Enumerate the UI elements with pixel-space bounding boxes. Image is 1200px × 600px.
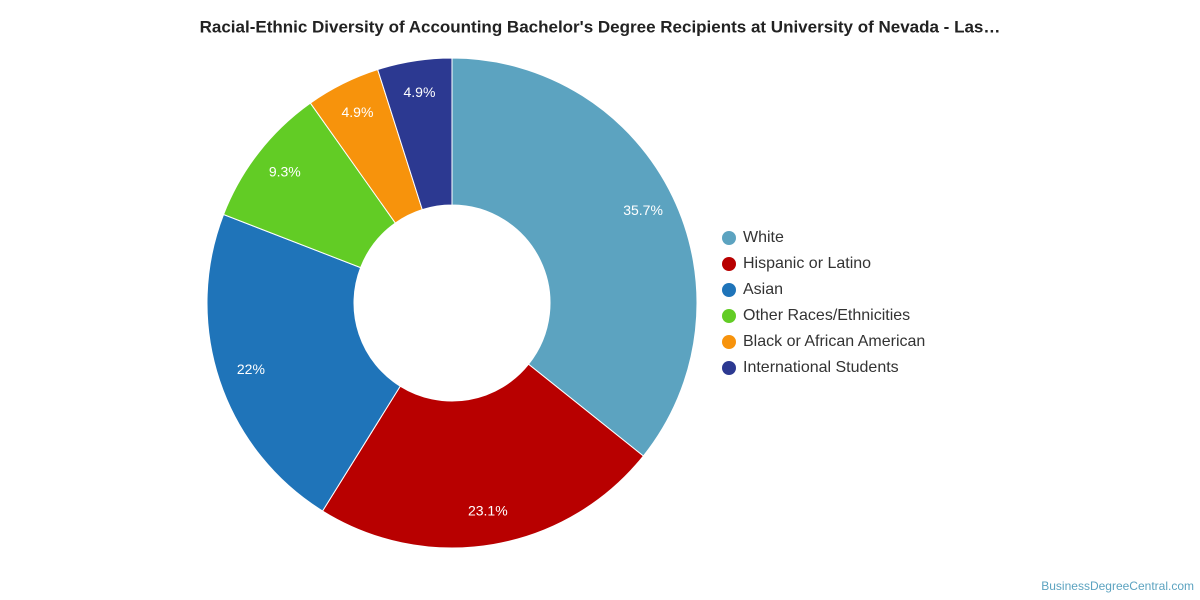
legend-label: Other Races/Ethnicities xyxy=(743,307,910,324)
legend-swatch xyxy=(722,257,736,271)
legend-swatch xyxy=(722,361,736,375)
legend-label: Asian xyxy=(743,281,783,298)
slice xyxy=(451,57,698,457)
legend-label: Hispanic or Latino xyxy=(743,255,871,272)
slice-label: 23.1% xyxy=(468,503,508,519)
legend-swatch xyxy=(722,283,736,297)
credit: BusinessDegreeCentral.com xyxy=(1041,579,1194,593)
legend-swatch xyxy=(722,335,736,349)
slice xyxy=(377,57,453,211)
legend-label: White xyxy=(743,229,784,246)
legend-swatch xyxy=(722,309,736,323)
legend-swatch xyxy=(722,231,736,245)
slice-label: 9.3% xyxy=(269,163,301,179)
slice-label: 22% xyxy=(237,361,265,377)
slice-label: 4.9% xyxy=(341,104,373,120)
slice-label: 35.7% xyxy=(623,202,663,218)
legend-label: Black or African American xyxy=(743,333,925,350)
legend-label: International Students xyxy=(743,359,899,376)
slice xyxy=(206,213,401,512)
slice xyxy=(321,363,645,549)
slice-label: 4.9% xyxy=(404,84,436,100)
chart-title: Racial-Ethnic Diversity of Accounting Ba… xyxy=(200,17,1001,36)
